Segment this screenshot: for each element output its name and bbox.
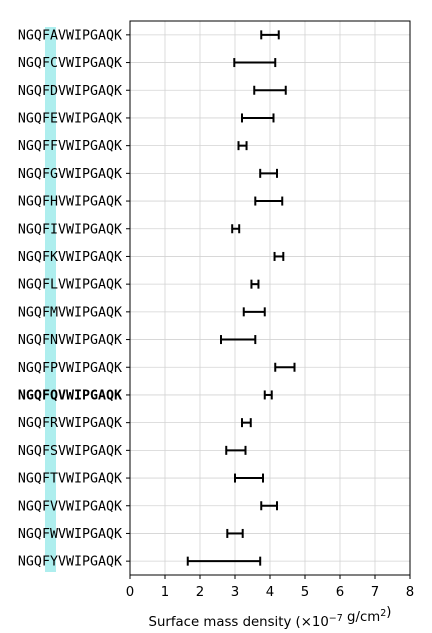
plot-frame xyxy=(129,20,411,576)
error-bar xyxy=(226,528,244,538)
error-bar xyxy=(263,390,273,400)
error-bar xyxy=(242,307,266,317)
y-tick-label: NGQFHVWIPGAQK xyxy=(18,195,122,210)
y-tick-label: NGQFGVWIPGAQK xyxy=(18,167,122,182)
error-bar xyxy=(234,473,264,483)
y-tick-label: NGQFVVWIPGAQK xyxy=(18,499,122,514)
y-tick-label: NGQFAVWIPGAQK xyxy=(18,28,122,43)
error-bar xyxy=(186,556,262,566)
highlight-band xyxy=(45,27,56,572)
y-tick-label: NGQFPVWIPGAQK xyxy=(18,361,122,376)
y-tick-label: NGQFEVWIPGAQK xyxy=(18,111,122,126)
y-tick-label: NGQFKVWIPGAQK xyxy=(18,250,122,265)
y-tick-label: NGQFCVWIPGAQK xyxy=(18,56,122,71)
y-tick-label: NGQFIVWIPGAQK xyxy=(18,222,122,237)
error-bar xyxy=(220,335,257,345)
y-tick-label: NGQFNVWIPGAQK xyxy=(18,333,122,348)
error-bar xyxy=(233,58,277,68)
x-tick-label: 2 xyxy=(196,585,204,600)
error-bar xyxy=(231,224,241,234)
error-bar xyxy=(253,85,287,95)
x-tick-label: 7 xyxy=(371,585,379,600)
error-bar xyxy=(260,30,280,40)
error-bar xyxy=(241,418,252,428)
x-tick-label: 8 xyxy=(406,585,414,600)
x-tick-label: 3 xyxy=(231,585,239,600)
y-tick-label: NGQFQVWIPGAQK xyxy=(18,388,122,403)
error-bar xyxy=(273,251,285,261)
error-bar xyxy=(259,168,278,178)
x-tick-labels: 0 1 2 3 4 5 6 7 8 xyxy=(126,575,414,600)
error-bar xyxy=(241,113,275,123)
y-tick-labels: NGQFAVWIPGAQK NGQFCVWIPGAQK NGQFDVWIPGAQK N… xyxy=(18,28,130,570)
y-tick-label: NGQFSVWIPGAQK xyxy=(18,444,122,459)
y-tick-label: NGQFMVWIPGAQK xyxy=(18,305,122,320)
error-bar xyxy=(260,501,278,511)
x-tick-label: 6 xyxy=(336,585,344,600)
grid-layer xyxy=(129,21,411,575)
x-axis-label: Surface mass density (×10−7 g/cm2) xyxy=(149,605,392,630)
y-tick-label: NGQFLVWIPGAQK xyxy=(18,278,122,293)
y-tick-label: NGQFWVWIPGAQK xyxy=(18,527,122,542)
x-tick-label: 0 xyxy=(126,585,134,600)
x-tick-label: 1 xyxy=(161,585,169,600)
error-bar xyxy=(225,445,247,455)
error-bar xyxy=(274,362,296,372)
y-tick-label: NGQFTVWIPGAQK xyxy=(18,472,122,487)
error-bar xyxy=(237,141,248,151)
y-tick-label: NGQFFVWIPGAQK xyxy=(18,139,122,154)
y-tick-label: NGQFYVWIPGAQK xyxy=(18,555,122,570)
x-tick-label: 5 xyxy=(301,585,309,600)
error-bars xyxy=(186,30,296,566)
y-tick-label: NGQFDVWIPGAQK xyxy=(18,84,122,99)
y-tick-label: NGQFRVWIPGAQK xyxy=(18,416,122,431)
error-bar xyxy=(254,196,284,206)
error-bar xyxy=(250,279,260,289)
x-tick-label: 4 xyxy=(266,585,274,600)
